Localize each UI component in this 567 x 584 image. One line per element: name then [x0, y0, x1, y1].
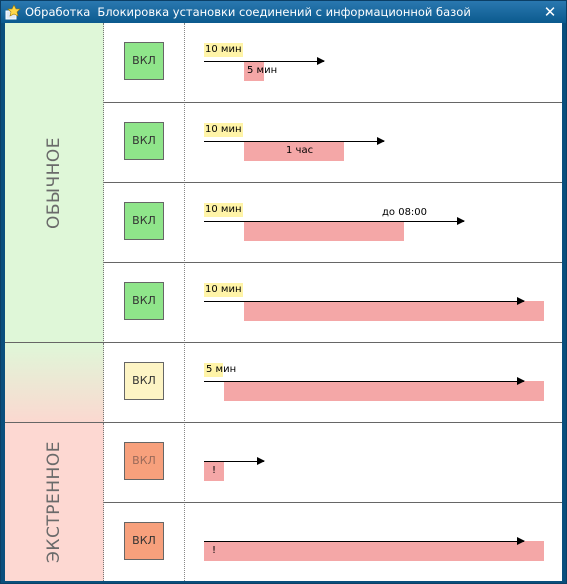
- timeline-arrow: [204, 377, 525, 385]
- processing-icon: [5, 4, 21, 20]
- block-duration-label: 1 час: [286, 145, 314, 156]
- timeline-arrow: [204, 457, 265, 465]
- block-bar: [244, 301, 544, 321]
- timeline-row-4: 10 мин: [204, 263, 554, 343]
- row-divider: [104, 102, 562, 103]
- row-divider: [104, 182, 562, 183]
- window-title-kind: Обработка: [25, 5, 91, 19]
- block-bar: [224, 381, 544, 401]
- enable-button-row-5[interactable]: ВКЛ: [124, 362, 164, 400]
- window-title: Обработка Блокировка установки соединений…: [25, 5, 471, 19]
- enable-button-row-1[interactable]: ВКЛ: [124, 42, 164, 80]
- timeline-arrow: [204, 217, 465, 225]
- block-bar: [204, 461, 224, 481]
- end-time-label: до 08:00: [382, 207, 428, 218]
- mode-label-normal: ОБЫЧНОЕ: [44, 136, 64, 230]
- warning-box: 10 мин: [204, 123, 243, 137]
- mode-label-emergency: ЭКСТРЕННОЕ: [44, 441, 64, 563]
- timeline-row-6: !: [204, 423, 554, 503]
- warning-box: 10 мин: [204, 203, 243, 217]
- row-divider: [5, 342, 562, 343]
- timeline-row-1: 10 мин 5 мин: [204, 23, 554, 103]
- title-bar: Обработка Блокировка установки соединений…: [1, 1, 566, 23]
- window-title-name: Блокировка установки соединений с информ…: [97, 5, 471, 19]
- warning-box: 10 мин: [204, 43, 243, 57]
- row-divider: [104, 262, 562, 263]
- enable-button-row-3[interactable]: ВКЛ: [124, 202, 164, 240]
- timeline-row-5: 5 мин: [204, 343, 554, 423]
- enable-button-row-4[interactable]: ВКЛ: [124, 282, 164, 320]
- timeline-row-2: 10 мин 1 час: [204, 103, 554, 183]
- warning-box: 10 мин: [204, 283, 243, 297]
- block-bar: [244, 141, 344, 161]
- block-mark: !: [212, 545, 217, 556]
- lock-schedule-table: ОБЫЧНОЕ ЭКСТРЕННОЕ ВКЛ 10 мин 5 мин ВКЛ …: [5, 23, 562, 581]
- block-bar: [244, 61, 264, 81]
- warning-label: 5 мин: [206, 364, 237, 375]
- timeline-arrow: [204, 57, 325, 65]
- mode-cell-emergency: ЭКСТРЕННОЕ: [5, 423, 104, 581]
- block-mark: !: [212, 465, 217, 476]
- block-duration-label: 5 мин: [247, 65, 278, 76]
- timeline-arrow: [204, 537, 525, 545]
- warning-box: [204, 363, 223, 377]
- mode-cell-normal: ОБЫЧНОЕ: [5, 23, 104, 343]
- enable-button-row-7[interactable]: ВКЛ: [124, 522, 164, 560]
- column-divider: [184, 23, 185, 581]
- row-divider: [104, 502, 562, 503]
- timeline-row-3: 10 мин до 08:00: [204, 183, 554, 263]
- block-bar: [204, 541, 544, 561]
- timeline-arrow: [204, 137, 385, 145]
- enable-button-row-6[interactable]: ВКЛ: [124, 442, 164, 480]
- enable-button-row-2[interactable]: ВКЛ: [124, 122, 164, 160]
- mode-cell-transition: [5, 343, 104, 423]
- row-divider: [5, 422, 562, 423]
- timeline-row-7: !: [204, 503, 554, 583]
- timeline-arrow: [204, 297, 525, 305]
- close-icon[interactable]: ✕: [543, 3, 557, 21]
- block-bar: [244, 221, 404, 241]
